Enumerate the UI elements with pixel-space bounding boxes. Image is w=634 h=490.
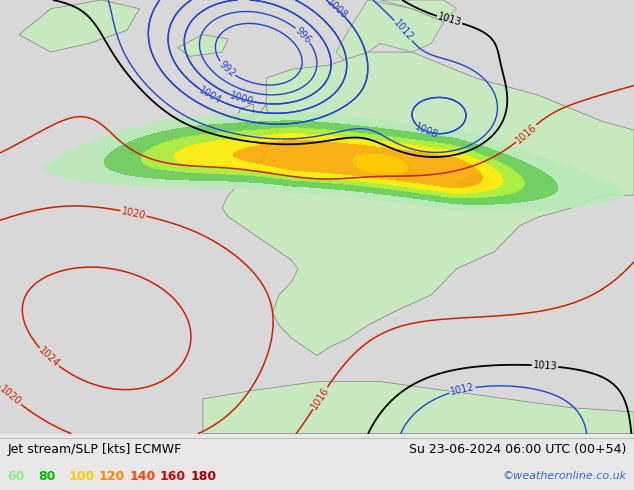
Text: 140: 140 — [129, 470, 155, 483]
Text: 100: 100 — [68, 470, 94, 483]
Polygon shape — [178, 35, 228, 56]
Text: 1020: 1020 — [120, 206, 146, 220]
Text: Jet stream/SLP [kts] ECMWF: Jet stream/SLP [kts] ECMWF — [8, 443, 182, 456]
Text: Su 23-06-2024 06:00 UTC (00+54): Su 23-06-2024 06:00 UTC (00+54) — [409, 443, 626, 456]
Polygon shape — [380, 0, 456, 22]
Polygon shape — [235, 104, 254, 130]
Text: 1016: 1016 — [309, 385, 331, 411]
Text: 180: 180 — [190, 470, 216, 483]
Polygon shape — [336, 0, 444, 65]
Text: 1012: 1012 — [391, 18, 415, 43]
Text: 1008: 1008 — [325, 0, 349, 21]
Text: 992: 992 — [217, 59, 237, 79]
Polygon shape — [222, 52, 634, 356]
Polygon shape — [380, 165, 418, 182]
Text: 1013: 1013 — [533, 360, 557, 371]
Text: 1012: 1012 — [449, 382, 476, 397]
Text: 60: 60 — [8, 470, 25, 483]
Text: 996: 996 — [293, 25, 313, 45]
Text: 1024: 1024 — [36, 345, 61, 369]
Text: 1020: 1020 — [0, 384, 23, 408]
Polygon shape — [203, 382, 634, 434]
Text: 1000: 1000 — [228, 91, 255, 107]
Text: 120: 120 — [99, 470, 125, 483]
Text: 1013: 1013 — [436, 11, 463, 28]
Text: 160: 160 — [160, 470, 186, 483]
Polygon shape — [456, 173, 495, 191]
Text: 1016: 1016 — [514, 122, 539, 145]
Text: ©weatheronline.co.uk: ©weatheronline.co.uk — [502, 471, 626, 482]
Text: 80: 80 — [38, 470, 55, 483]
Polygon shape — [254, 78, 292, 134]
Text: 1004: 1004 — [197, 85, 223, 106]
Polygon shape — [19, 0, 139, 52]
Text: 1008: 1008 — [413, 122, 439, 141]
